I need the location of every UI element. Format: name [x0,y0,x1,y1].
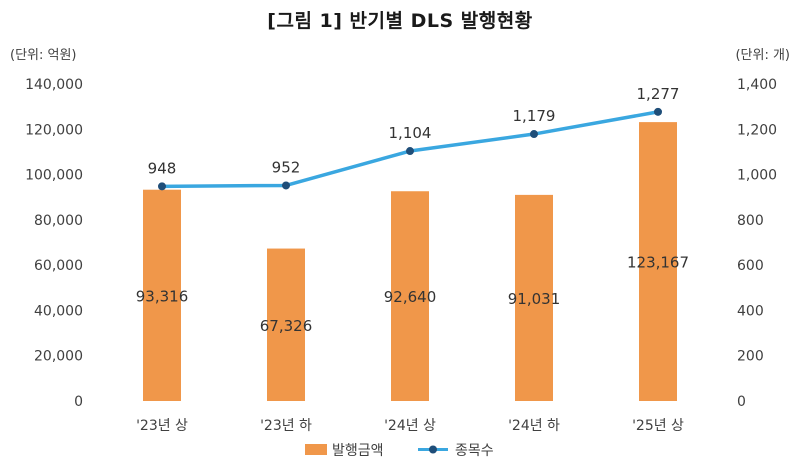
line-point-item-count [406,147,414,156]
right-axis-tick-label: 800 [737,213,764,229]
right-axis-tick-label: 600 [737,258,764,274]
bar-issuance-amount [639,122,677,402]
right-axis-tick-label: 400 [737,303,764,319]
right-axis-tick-label: 1,200 [737,122,777,138]
left-axis-tick-label: 40,000 [34,303,83,319]
bar-issuance-amount [391,191,429,401]
bar-issuance-amount [143,189,181,401]
left-axis-tick-label: 140,000 [25,77,83,93]
line-point-item-count [158,182,166,191]
line-value-label: 952 [272,158,301,176]
line-point-item-count [282,181,290,190]
bar-issuance-amount [267,248,305,401]
right-axis-tick-label: 0 [737,394,746,410]
right-axis-tick-label: 200 [737,349,764,365]
left-axis-tick-label: 60,000 [34,258,83,274]
legend-label-issuance-amount: 발행금액 [332,443,384,459]
right-axis-tick-label: 1,000 [737,168,777,184]
category-label: '23년 하 [260,418,312,434]
category-label: '24년 하 [508,418,560,434]
left-axis-tick-label: 100,000 [25,168,83,184]
right-axis-unit: (단위: 개) [735,48,790,63]
bar-issuance-amount [515,194,553,401]
category-label: '25년 상 [632,418,684,434]
legend-swatch-issuance-amount [305,444,327,455]
legend-label-item-count: 종목수 [455,443,494,459]
bar-value-label: 123,167 [627,254,689,272]
bar-value-label: 93,316 [136,287,189,305]
bar-value-label: 67,326 [260,317,313,335]
chart-title: [그림 1] 반기별 DLS 발행현황 [267,10,533,32]
right-axis-tick-label: 1,400 [737,77,777,93]
line-value-label: 948 [148,159,177,177]
line-value-label: 1,104 [389,124,432,142]
left-axis-tick-label: 0 [74,394,83,410]
line-value-label: 1,179 [513,107,556,125]
category-label: '23년 상 [136,418,188,434]
line-point-item-count [530,130,538,139]
left-axis-tick-label: 20,000 [34,349,83,365]
bar-value-label: 91,031 [508,290,561,308]
line-value-label: 1,277 [637,85,680,103]
left-axis-tick-label: 80,000 [34,213,83,229]
line-point-item-count [654,107,662,116]
left-axis-unit: (단위: 억원) [10,48,77,63]
bar-value-label: 92,640 [384,288,437,306]
legend-marker-item-count [429,445,437,454]
category-label: '24년 상 [384,418,436,434]
left-axis-tick-label: 120,000 [25,122,83,138]
